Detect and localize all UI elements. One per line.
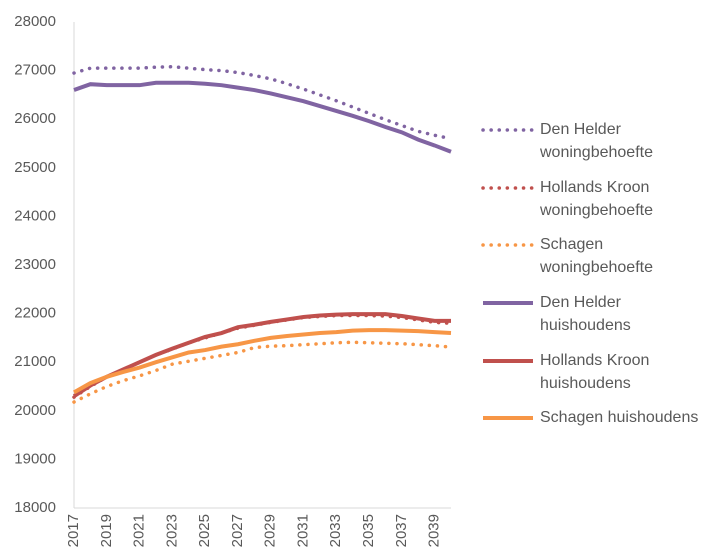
series-line [72,313,453,399]
y-tick-label: 23000 [14,256,56,273]
series-line [72,340,453,404]
y-tick-label: 22000 [14,305,56,322]
x-tick-label: 2029 [262,514,279,547]
x-tick-label: 2023 [163,514,180,547]
x-tick-label: 2037 [393,514,410,547]
y-tick-label: 19000 [14,450,56,467]
x-tick-label: 2039 [426,514,443,547]
x-tick-label: 2035 [360,514,377,547]
x-tick-label: 2033 [327,514,344,547]
series-line [73,80,452,154]
x-tick-label: 2031 [294,514,311,547]
series-line [73,328,452,395]
y-tick-label: 21000 [14,353,56,370]
y-tick-label: 27000 [14,62,56,79]
x-tick-label: 2025 [196,514,213,547]
y-tick-label: 28000 [14,13,56,30]
series-line [72,64,453,141]
y-tick-label: 25000 [14,159,56,176]
legend-label: Den Helder woningbehoefte [540,121,653,161]
legend-label: Hollands Kroon huishoudens [540,352,650,392]
x-tick-label: 2027 [229,514,246,547]
legend-label: Den Helder huishoudens [540,294,631,334]
x-tick-label: 2019 [98,514,115,547]
y-tick-label: 24000 [14,207,56,224]
legend-label: Schagen huishoudens [540,409,699,426]
x-tick-label: 2017 [65,514,82,547]
series-line [72,312,451,398]
y-tick-label: 26000 [14,110,56,127]
legend-label: Schagen woningbehoefte [540,236,653,276]
y-tick-label: 18000 [14,499,56,516]
legend-label: Hollands Kroon woningbehoefte [540,179,653,219]
x-tick-label: 2021 [131,514,148,547]
y-tick-label: 20000 [14,402,56,419]
